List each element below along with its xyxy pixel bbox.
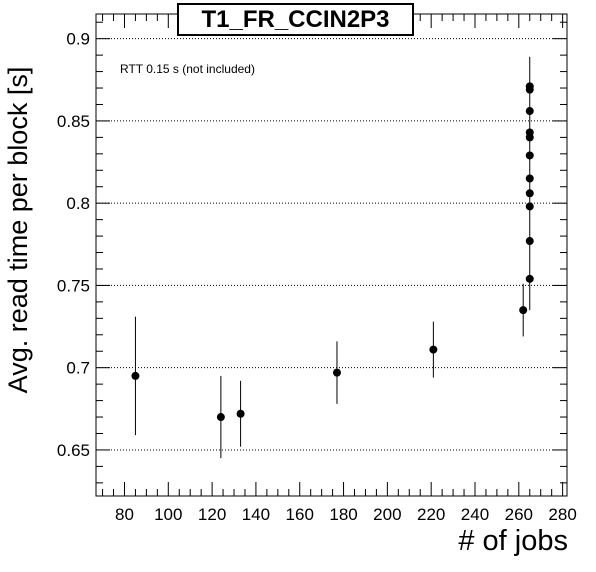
x-tick-label: 180 [329, 505, 357, 524]
annotation-text: RTT 0.15 s (not included) [120, 62, 255, 76]
x-tick-label: 120 [198, 505, 226, 524]
data-point [525, 174, 534, 183]
x-tick-label: 160 [286, 505, 314, 524]
data-point [216, 413, 225, 422]
data-point [525, 82, 534, 91]
data-point [525, 151, 534, 160]
x-tick-label: 260 [505, 505, 533, 524]
data-point [525, 202, 534, 211]
tick-labels: 0.65 0.7 0.75 0.8 0.85 0.9 80 100 120 140 160 180 20… [57, 30, 577, 524]
x-tick-label: 80 [115, 505, 134, 524]
chart-title: T1_FR_CCIN2P3 [177, 3, 414, 36]
y-tick-label: 0.85 [57, 112, 90, 131]
data-point [519, 306, 528, 315]
data-point [525, 274, 534, 283]
data-point [525, 107, 534, 116]
data-point [332, 368, 341, 377]
y-tick-label: 0.65 [57, 441, 90, 460]
data-marks [131, 56, 534, 459]
data-point [236, 409, 245, 418]
y-tick-label: 0.8 [66, 194, 90, 213]
y-axis-label: Avg. read time per block [s] [3, 66, 33, 394]
axis-ticks [96, 14, 567, 496]
plot-frame [95, 13, 568, 497]
data-point [525, 189, 534, 198]
data-point [131, 371, 140, 380]
data-point [429, 345, 438, 354]
x-tick-label: 140 [242, 505, 270, 524]
y-tick-label: 0.9 [66, 30, 90, 49]
x-tick-label: 280 [548, 505, 576, 524]
x-axis-label: # of jobs [458, 525, 568, 557]
y-tick-label: 0.7 [66, 359, 90, 378]
x-tick-label: 100 [154, 505, 182, 524]
x-tick-label: 220 [417, 505, 445, 524]
x-tick-label: 200 [373, 505, 401, 524]
y-tick-label: 0.75 [57, 276, 90, 295]
grid-lines [96, 38, 567, 451]
data-point [525, 128, 534, 137]
x-tick-label: 240 [461, 505, 489, 524]
data-point [525, 237, 534, 246]
